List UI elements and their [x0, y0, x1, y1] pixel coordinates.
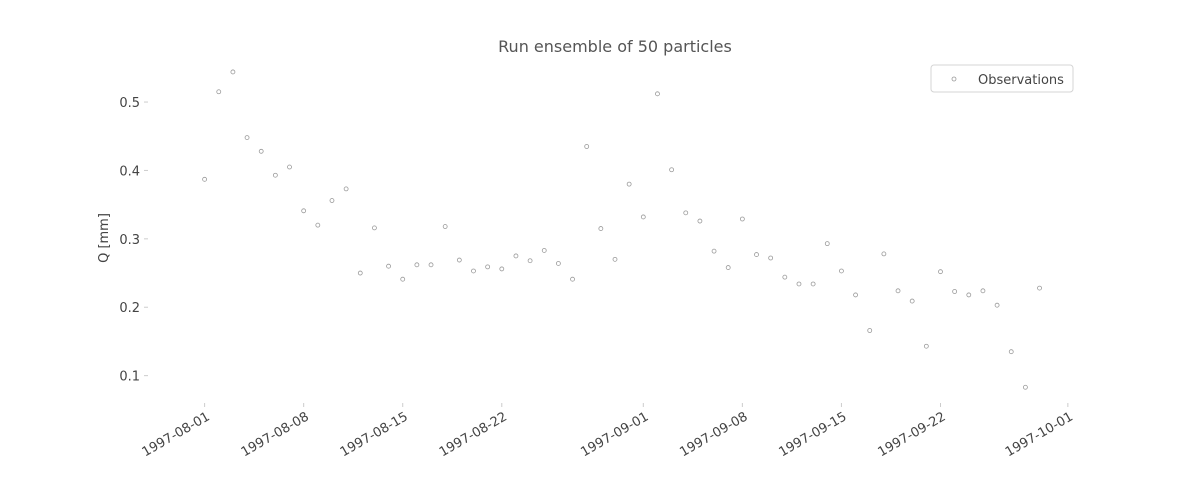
data-point: [909, 298, 915, 304]
data-point: [867, 328, 873, 333]
data-point: [895, 288, 901, 294]
data-point: [739, 216, 745, 222]
x-tick-label: 1997-09-08: [677, 409, 750, 460]
data-point: [442, 224, 448, 229]
y-tick-label: 0.4: [119, 164, 140, 179]
data-point: [471, 268, 476, 274]
data-point: [315, 222, 321, 228]
data-point: [725, 265, 731, 270]
data-point: [386, 263, 391, 269]
data-point: [329, 198, 335, 203]
data-point: [372, 225, 377, 231]
x-tick-label: 1997-08-15: [338, 409, 411, 460]
legend-label-observations: Observations: [978, 73, 1064, 88]
data-point: [400, 276, 406, 282]
x-tick-label: 1997-09-22: [876, 409, 949, 460]
data-point: [655, 91, 660, 97]
x-tick-label: 1997-10-01: [1003, 409, 1076, 460]
data-point: [711, 248, 717, 254]
data-point: [357, 270, 363, 276]
data-point: [669, 167, 675, 173]
data-point: [456, 257, 462, 263]
data-point: [952, 289, 958, 294]
data-point: [853, 292, 858, 298]
x-tick-label: 1997-08-08: [239, 409, 312, 460]
x-tick-label: 1997-09-01: [578, 409, 651, 460]
x-tick-label: 1997-09-15: [776, 409, 849, 460]
legend-box: [930, 64, 1074, 93]
data-point: [754, 252, 759, 257]
data-point: [810, 281, 816, 287]
data-point: [485, 264, 491, 270]
data-point: [244, 135, 250, 141]
data-point: [541, 248, 547, 253]
data-point: [683, 210, 689, 216]
data-point: [230, 69, 236, 75]
y-tick-label: 0.3: [119, 233, 140, 248]
data-point: [343, 186, 349, 192]
data-point: [1037, 285, 1042, 291]
data-point: [287, 164, 292, 170]
data-point: [513, 253, 519, 259]
data-point: [980, 288, 986, 294]
data-point: [584, 144, 590, 149]
data-point: [1008, 349, 1014, 355]
data-point: [768, 255, 774, 261]
data-point: [272, 172, 278, 178]
data-point: [697, 218, 703, 224]
x-tick-label: 1997-08-01: [140, 409, 213, 460]
y-tick-label: 0.2: [119, 301, 140, 316]
data-point: [301, 208, 307, 214]
y-axis-label: Q [mm]: [97, 213, 112, 263]
y-tick-label: 0.5: [119, 96, 140, 111]
data-point: [923, 343, 929, 349]
data-point: [499, 266, 505, 272]
data-point: [1022, 384, 1028, 390]
data-point: [782, 274, 788, 280]
data-point: [839, 268, 844, 274]
data-point: [640, 214, 646, 220]
data-point: [216, 89, 222, 95]
data-point: [824, 241, 830, 247]
y-axis: 0.1 0.2 0.3 0.4 0.5: [119, 96, 148, 385]
data-point: [994, 302, 1000, 308]
legend-marker: [951, 76, 957, 82]
data-point: [414, 262, 420, 268]
data-point: [258, 148, 264, 154]
data-point: [598, 226, 604, 231]
data-point: [796, 281, 802, 287]
x-axis: 1997-08-01 1997-08-08 1997-08-15 1997-08-22…: [140, 403, 1076, 460]
data-point: [966, 292, 972, 298]
data-point: [428, 262, 434, 268]
x-tick-label: 1997-08-22: [437, 409, 510, 460]
data-point: [527, 258, 533, 264]
data-point: [612, 256, 618, 262]
chart-title: Run ensemble of 50 particles: [498, 37, 732, 56]
legend: Observations: [930, 64, 1074, 93]
data-point: [881, 251, 887, 257]
data-points: [202, 69, 1042, 390]
data-point: [570, 276, 575, 282]
data-point: [555, 261, 561, 266]
y-tick-label: 0.1: [119, 370, 140, 385]
data-point: [626, 181, 632, 187]
data-point: [938, 269, 943, 275]
data-point: [202, 176, 208, 182]
